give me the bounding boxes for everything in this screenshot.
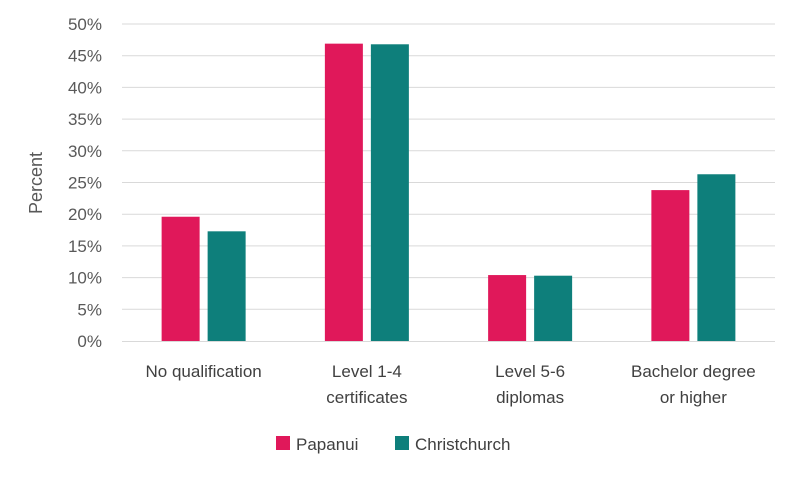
- legend-swatch-papanui: [276, 436, 290, 450]
- legend: Papanui Christchurch: [276, 435, 510, 454]
- y-tick-label: 0%: [77, 332, 102, 351]
- y-tick-label: 30%: [68, 142, 102, 161]
- x-category-label: Level 1-4 certificates: [326, 362, 407, 407]
- bar-papanui-3: [651, 190, 690, 341]
- x-axis-categories: No qualification Level 1-4 certificatesLev…: [146, 362, 756, 407]
- x-category-label-line: Bachelor degree: [631, 362, 756, 381]
- x-category-label-line: or higher: [660, 388, 727, 407]
- y-axis-ticks: 0% 5% 10% 15% 20% 25% 30% 35% 40% 45% 50%: [68, 15, 102, 351]
- y-tick-label: 40%: [68, 78, 102, 97]
- bars: [161, 43, 736, 342]
- bar-papanui-2: [488, 275, 527, 341]
- bar-papanui-0: [161, 216, 200, 341]
- y-tick-label: 35%: [68, 110, 102, 129]
- y-axis-title: Percent: [26, 152, 46, 214]
- y-tick-label: 5%: [77, 300, 102, 319]
- y-tick-label: 15%: [68, 237, 102, 256]
- y-tick-label: 25%: [68, 174, 102, 193]
- legend-label-papanui: Papanui: [296, 435, 358, 454]
- bar-christchurch-3: [697, 174, 736, 341]
- bar-christchurch-1: [370, 44, 409, 342]
- bar-christchurch-2: [534, 275, 573, 341]
- legend-label-christchurch: Christchurch: [415, 435, 510, 454]
- legend-swatch-christchurch: [395, 436, 409, 450]
- x-category-label-line: No qualification: [146, 362, 262, 381]
- x-category-label: Level 5-6 diplomas: [495, 362, 565, 407]
- x-category-label-line: Level 5-6: [495, 362, 565, 381]
- bar-christchurch-0: [207, 231, 246, 341]
- y-tick-label: 45%: [68, 47, 102, 66]
- x-category-label: Bachelor degree or higher: [631, 362, 756, 407]
- x-category-label-line: diplomas: [496, 388, 564, 407]
- y-tick-label: 20%: [68, 205, 102, 224]
- x-category-label-line: certificates: [326, 388, 407, 407]
- bar-papanui-1: [324, 43, 363, 342]
- y-tick-label: 50%: [68, 15, 102, 34]
- y-tick-label: 10%: [68, 269, 102, 288]
- x-category-label: No qualification: [146, 362, 262, 381]
- x-category-label-line: Level 1-4: [332, 362, 402, 381]
